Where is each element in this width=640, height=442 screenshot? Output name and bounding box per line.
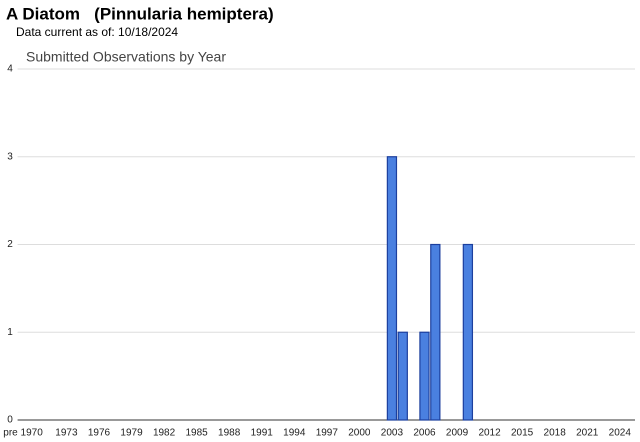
x-tick-label: 2024 <box>609 428 632 439</box>
y-tick-label: 2 <box>7 239 13 250</box>
chart-title: Submitted Observations by Year <box>26 49 226 65</box>
date-note: Data current as of: 10/18/2024 <box>16 25 178 39</box>
x-tick-label: 1979 <box>120 428 143 439</box>
x-tick-label: 2018 <box>544 428 567 439</box>
x-tick-label: 1982 <box>153 428 176 439</box>
x-tick-label: 1994 <box>283 428 306 439</box>
bar <box>397 331 408 421</box>
x-tick-label: 1991 <box>251 428 274 439</box>
y-tick-label: 1 <box>7 327 13 338</box>
x-tick-label: 1997 <box>316 428 339 439</box>
bar <box>430 243 441 421</box>
bar <box>419 331 430 421</box>
page-title: A Diatom (Pinnularia hemiptera) <box>6 4 274 23</box>
bar <box>462 243 474 421</box>
x-tick-label: 1973 <box>55 428 78 439</box>
y-tick-label: 3 <box>7 151 13 162</box>
y-tick-label: 0 <box>7 415 13 426</box>
x-tick-label: 1976 <box>88 428 111 439</box>
x-tick-label: 2003 <box>381 428 404 439</box>
x-tick-label: 2012 <box>478 428 501 439</box>
x-tick-label: 2015 <box>511 428 534 439</box>
x-tick-label: 2000 <box>348 428 371 439</box>
y-tick-label: 4 <box>7 64 13 75</box>
x-tick-label: 1988 <box>218 428 241 439</box>
bar <box>386 156 398 421</box>
x-tick-label: pre 1970 <box>3 428 43 439</box>
x-tick-label: 2021 <box>576 428 599 439</box>
x-tick-label: 2009 <box>446 428 469 439</box>
x-tick-label: 2006 <box>413 428 436 439</box>
x-tick-label: 1985 <box>186 428 209 439</box>
